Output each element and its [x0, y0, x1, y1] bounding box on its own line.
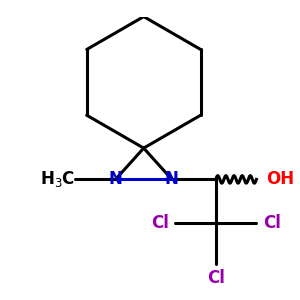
Text: OH: OH: [266, 170, 294, 188]
Text: Cl: Cl: [151, 214, 169, 232]
Text: Cl: Cl: [263, 214, 280, 232]
Text: N: N: [165, 170, 179, 188]
Text: N: N: [109, 170, 122, 188]
Text: H$_3$C: H$_3$C: [40, 169, 75, 189]
Text: Cl: Cl: [207, 269, 225, 287]
